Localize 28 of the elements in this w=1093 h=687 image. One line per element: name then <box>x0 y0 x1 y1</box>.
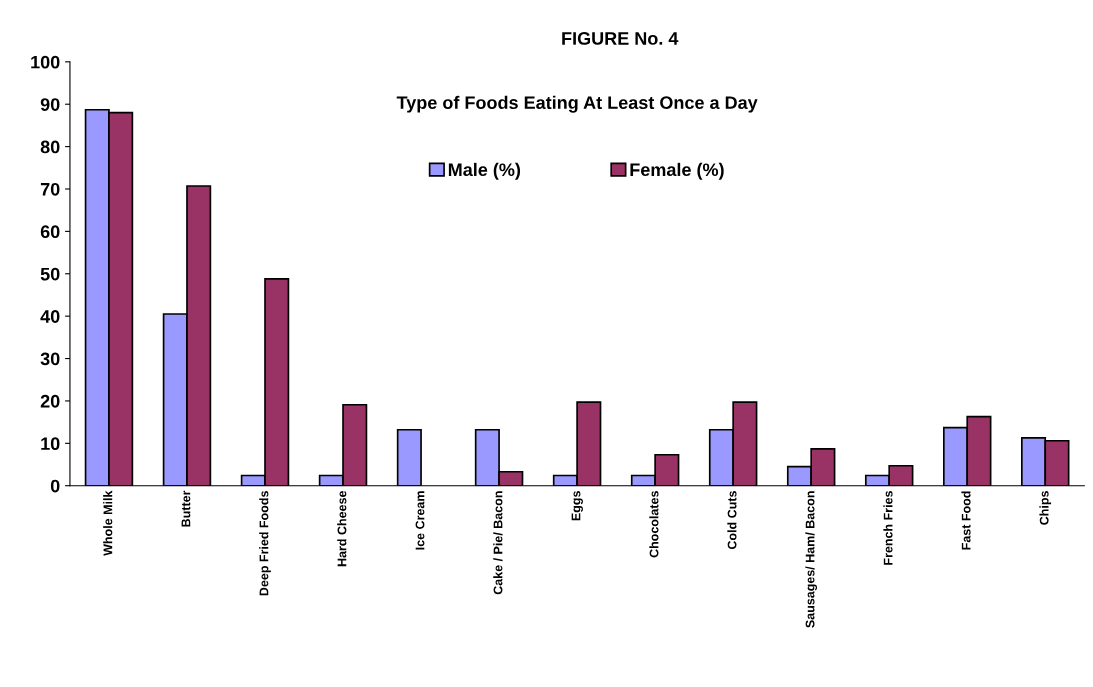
y-tick-label: 80 <box>40 140 60 154</box>
y-tick-label: 90 <box>40 98 60 111</box>
y-tick-label: 100 <box>31 55 60 69</box>
y-tick-label: 40 <box>40 310 60 323</box>
y-tick-label: 60 <box>40 225 60 239</box>
x-tick-label: Whole Milk <box>103 490 113 556</box>
y-tick-label: 50 <box>40 267 60 281</box>
x-tick-label: French Fries <box>883 491 893 565</box>
x-tick-label: Cake / Pie/ Bacon <box>493 491 503 595</box>
x-tick-label: Ice Cream <box>415 491 425 550</box>
x-tick-label: Butter <box>181 490 191 527</box>
chart-title: FIGURE No. 4 <box>562 32 679 45</box>
y-tick-label: 20 <box>40 394 60 408</box>
y-tick-label: 0 <box>50 479 60 493</box>
y-tick-label: 10 <box>41 437 60 451</box>
x-tick-label: Hard Cheese <box>337 490 347 567</box>
x-tick-label: Eggs <box>571 491 583 521</box>
legend-label: Male (%) <box>448 162 521 180</box>
x-tick-label: Fast Food <box>961 491 971 550</box>
x-tick-label: Deep Fried Foods <box>259 491 271 596</box>
x-tick-label: Sausages/ Ham/ Bacon <box>805 491 818 628</box>
text: Type of Foods Eating At Least Once a Day <box>396 95 758 113</box>
x-tick-label: Chips <box>1039 491 1052 525</box>
x-tick-label: Chocolates <box>649 491 659 558</box>
x-tick-label: Cold Cuts <box>727 491 737 550</box>
y-tick-label: 30 <box>40 352 60 366</box>
y-tick-label: 70 <box>40 182 60 196</box>
legend-label: Female (%) <box>630 162 724 180</box>
